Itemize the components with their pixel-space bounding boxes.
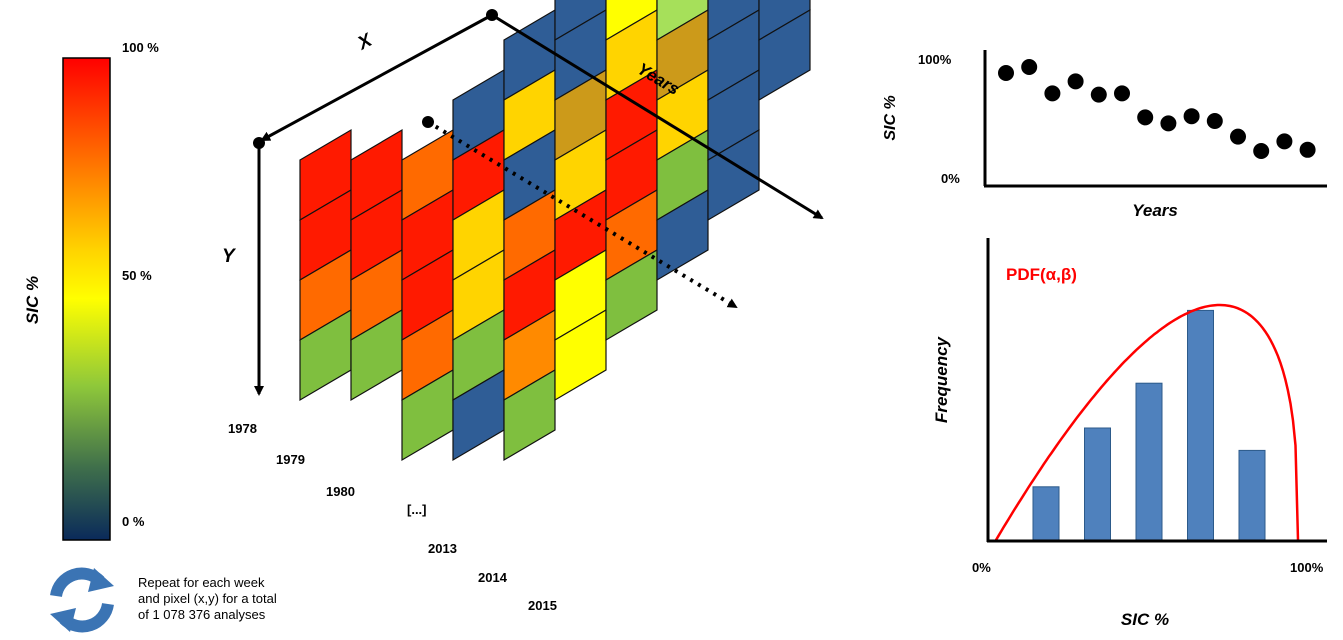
scatter-point: [998, 65, 1014, 81]
year-label-2014: 2014: [478, 570, 508, 585]
colorbar-gradient: [62, 57, 111, 541]
scatter-xlabel: Years: [1132, 201, 1178, 220]
hist-xlabel: SIC %: [1121, 610, 1169, 629]
histogram-bar: [1238, 449, 1266, 541]
scatter-point: [1206, 113, 1223, 129]
scatter-points: [998, 59, 1316, 159]
colorbar-tick-0: 0 %: [122, 514, 145, 529]
scatter-point: [1230, 128, 1246, 145]
colorbar-tick-100: 100 %: [122, 40, 159, 55]
scatter-point: [1160, 115, 1177, 132]
histogram-bar: [1187, 309, 1214, 541]
colorbar: 100 % 50 % 0 % SIC %: [23, 40, 159, 541]
repeat-line-2: and pixel (x,y) for a total: [138, 591, 277, 606]
histogram-bar: [1032, 486, 1060, 541]
x-axis-dot: [253, 137, 265, 149]
x-axis-arrow: [260, 13, 493, 142]
scatter-ytick-0: 0%: [941, 171, 960, 186]
cube-cell-l4-r6: [503, 368, 556, 462]
year-label-2013: 2013: [428, 541, 457, 556]
pdf-curve: [994, 303, 1300, 541]
scatter-point: [1067, 73, 1084, 90]
origin-dot: [486, 9, 498, 21]
scatter-point: [1253, 143, 1270, 159]
year-label-1979: 1979: [276, 452, 305, 467]
colorbar-title: SIC %: [23, 276, 42, 324]
year-label-1978: 1978: [228, 421, 257, 436]
scatter-point: [1021, 59, 1038, 75]
repeat-line-3: of 1 078 376 analyses: [138, 607, 266, 622]
scatter-point: [1299, 141, 1316, 158]
scatter-point: [1090, 86, 1107, 103]
pixel-trace-start-dot: [422, 116, 434, 128]
colorbar-tick-50: 50 %: [122, 268, 152, 283]
cube-cell-l8-r6: [707, 128, 760, 222]
scatter-chart: 100% 0% SIC % Years: [882, 50, 1327, 220]
x-axis-label: X: [354, 29, 377, 55]
scatter-point: [1183, 108, 1200, 125]
cube-cell-l5-r6: [554, 308, 607, 402]
histogram-bars: [1032, 309, 1266, 541]
histogram-bar: [1135, 382, 1163, 541]
hist-ylabel: Frequency: [932, 335, 951, 423]
cube-cell-l6-r6: [605, 248, 658, 342]
cube-layers: [299, 0, 811, 462]
refresh-cycle-icon: [50, 567, 114, 633]
scatter-point: [1044, 85, 1061, 102]
hist-xtick-100: 100%: [1290, 560, 1324, 575]
data-cube: X Y Years 1978 1979 1980 [...] 2013 2014…: [222, 0, 824, 613]
year-label-1980: 1980: [326, 484, 355, 499]
pdf-curve-label: PDF(α,β): [1006, 265, 1077, 284]
hist-xtick-0: 0%: [972, 560, 991, 575]
y-axis-label: Y: [222, 246, 237, 267]
scatter-point: [1276, 133, 1293, 150]
year-label-ellipsis: [...]: [407, 502, 427, 517]
histogram-bar: [1084, 427, 1111, 541]
year-label-2015: 2015: [528, 598, 557, 613]
repeat-note: Repeat for each week and pixel (x,y) for…: [50, 567, 277, 633]
scatter-point: [1137, 109, 1154, 126]
years-axis-arrow: [491, 13, 824, 220]
scatter-ytick-100: 100%: [918, 52, 952, 67]
scatter-ylabel: SIC %: [882, 95, 899, 140]
histogram-chart: PDF(α,β) 0% 100% SIC % Frequency: [932, 238, 1327, 629]
repeat-line-1: Repeat for each week: [138, 575, 265, 590]
cube-cell-l9-r5: [758, 8, 811, 102]
pixel-trace-arrow: [426, 120, 738, 309]
scatter-point: [1114, 85, 1130, 102]
cube-cell-l7-r6: [656, 188, 709, 282]
